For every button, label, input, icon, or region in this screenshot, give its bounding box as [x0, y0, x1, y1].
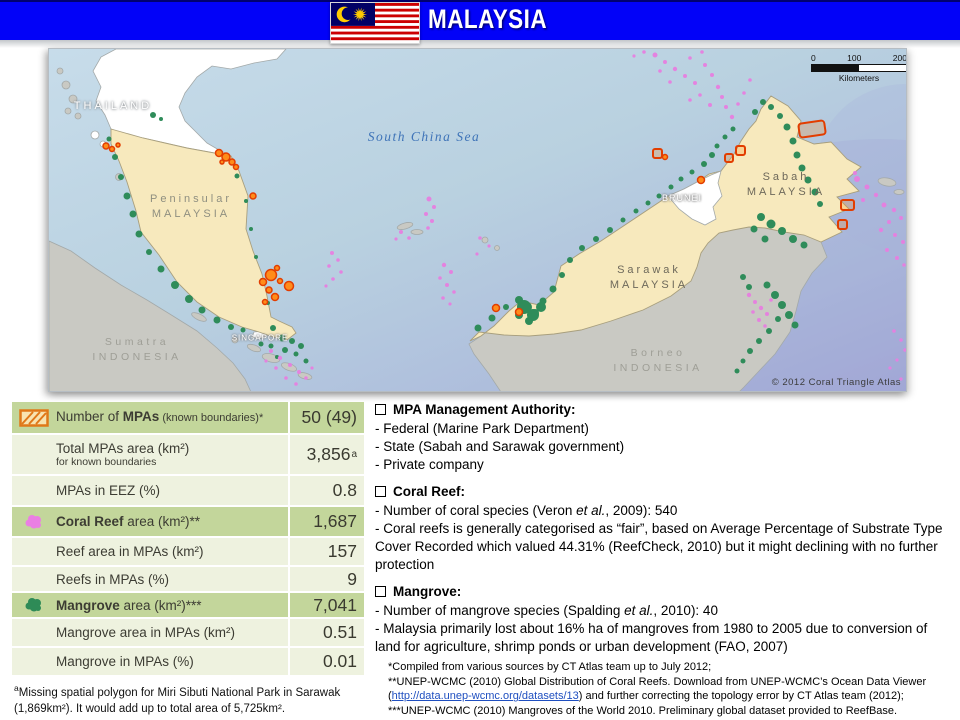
row-value: 7,041 [288, 593, 364, 617]
info-line: - Malaysia primarily lost about 16% ha o… [375, 621, 928, 654]
row-value: 157 [288, 538, 364, 565]
row-label: Mangrove area (km²)*** [56, 597, 202, 613]
row-label: Mangrove in MPAs (%) [56, 654, 194, 669]
section-coral-reef: Coral Reef: - Number of coral species (V… [375, 483, 953, 574]
table-row: Reef area in MPAs (km²) 157 [12, 538, 364, 565]
row-label: Mangrove area in MPAs (km²) [56, 625, 236, 640]
mpa-hatch-icon [12, 402, 56, 433]
table-row: Coral Reef area (km²)** 1,687 [12, 507, 364, 536]
row-label: Total MPAs area (km²) for known boundari… [56, 441, 190, 468]
info-line: - State (Sabah and Sarawak government) [375, 439, 625, 454]
mangrove-patches [106, 99, 823, 374]
header-bar [0, 0, 960, 40]
footnotes-right: *Compiled from various sources by CT Atl… [388, 660, 954, 718]
checkbox-bullet-icon [375, 403, 386, 415]
scale-tick-0: 0 [811, 53, 816, 63]
section-heading: MPA Management Authority: [393, 402, 576, 417]
map-canvas [49, 49, 906, 391]
row-label: Reefs in MPAs (%) [56, 571, 170, 587]
row-value: 3,856 a [288, 435, 364, 474]
table-row: Number of MPAs (known boundaries)* 50 (4… [12, 402, 364, 433]
info-line: - Number of coral species (Veron et al.,… [375, 503, 678, 518]
scale-tick-100: 100 [847, 53, 862, 63]
coral-reef-patches [264, 50, 906, 386]
scale-unit: Kilometers [838, 73, 880, 83]
footnote-left: aMissing spatial polygon for Miri Sibuti… [14, 683, 341, 715]
section-heading: Mangrove: [393, 584, 462, 599]
malaysia-flag-icon [330, 2, 420, 44]
table-row: Mangrove in MPAs (%) 0.01 [12, 648, 364, 675]
row-value: 9 [288, 567, 364, 591]
map-credit: © 2012 Coral Triangle Atlas [771, 377, 901, 388]
row-value: 1,687 [288, 507, 364, 536]
row-value: 0.8 [288, 476, 364, 505]
row-label: Coral Reef area (km²)** [56, 514, 201, 529]
footnote-line: ***UNEP-WCMC (2010) Mangroves of the Wor… [388, 704, 898, 717]
info-panel: MPA Management Authority: - Federal (Mar… [375, 401, 953, 665]
table-row: Mangrove area (km²)*** 7,041 [12, 593, 364, 617]
scale-bar: 0 100 200 Kilometers [811, 53, 907, 83]
scale-bar-white [859, 65, 906, 71]
row-value: 0.01 [288, 648, 364, 675]
dataset-link[interactable]: http://data.unep-wcmc.org/datasets/13 [391, 690, 579, 703]
info-line: - Federal (Marine Park Department) [375, 421, 589, 436]
mpa-stats-table: Number of MPAs (known boundaries)* 50 (4… [12, 402, 364, 677]
table-row: Total MPAs area (km²) for known boundari… [12, 435, 364, 474]
row-label: Number of MPAs (known boundaries)* [56, 409, 264, 424]
checkbox-bullet-icon [375, 485, 386, 497]
page-title: MALAYSIA [428, 4, 548, 35]
coral-reef-icon [12, 507, 56, 536]
footnote-line: *Compiled from various sources by CT Atl… [388, 661, 712, 673]
footnote-line: **UNEP-WCMC (2010) Global Distribution o… [388, 675, 927, 703]
checkbox-bullet-icon [375, 585, 386, 597]
table-row: Reefs in MPAs (%) 9 [12, 567, 364, 591]
mangrove-icon [12, 593, 56, 617]
section-mangrove: Mangrove: - Number of mangrove species (… [375, 583, 953, 656]
row-value: 0.51 [288, 619, 364, 646]
section-mpa-authority: MPA Management Authority: - Federal (Mar… [375, 401, 953, 474]
scale-bar-black [812, 65, 859, 71]
scale-tick-200: 200 [892, 53, 907, 63]
row-label: Reef area in MPAs (km²) [56, 544, 204, 559]
header-shadow [0, 40, 960, 48]
mpa-markers [102, 119, 855, 317]
row-label: MPAs in EEZ (%) [56, 483, 161, 498]
info-line: - Private company [375, 457, 484, 472]
table-row: Mangrove area in MPAs (km²) 0.51 [12, 619, 364, 646]
info-line: - Coral reefs is generally categorised a… [375, 521, 943, 572]
row-value: 50 (49) [288, 402, 364, 433]
malaysia-map: THAILAND South China Sea Peninsular MALA… [48, 48, 907, 392]
info-line: - Number of mangrove species (Spalding e… [375, 603, 718, 618]
table-row: MPAs in EEZ (%) 0.8 [12, 476, 364, 505]
section-heading: Coral Reef: [393, 484, 466, 499]
